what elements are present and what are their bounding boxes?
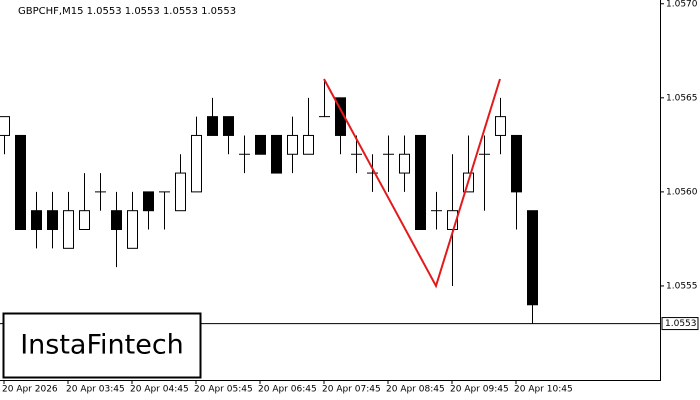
x-tick-label: 20 Apr 08:45 [386, 385, 445, 395]
current-price-box [661, 317, 699, 331]
candle-body [111, 210, 122, 231]
candle-body [47, 210, 58, 231]
candle-body [15, 134, 26, 231]
y-tick-label: 1.0555 [666, 281, 698, 291]
candle-body [527, 210, 538, 306]
candle-body [223, 116, 234, 136]
x-tick-label: 20 Apr 06:45 [258, 385, 317, 395]
candle-body [287, 134, 298, 155]
candle-body [191, 134, 202, 193]
candle-body [207, 116, 218, 136]
x-tick-label: 20 Apr 03:45 [66, 385, 125, 395]
candle-body [495, 116, 506, 136]
candle-body [175, 172, 186, 212]
logo-box [2, 312, 202, 379]
candle-body [511, 134, 522, 193]
current-price-label: 1.0553 [665, 319, 697, 329]
x-tick-label: 20 Apr 04:45 [130, 385, 189, 395]
candle-body [0, 116, 10, 136]
x-tick-label: 20 Apr 05:45 [194, 385, 253, 395]
candle-body [303, 134, 314, 155]
candle-body [271, 134, 282, 174]
candle-body [63, 210, 74, 249]
chart-title: GBPCHF,M15 1.0553 1.0553 1.0553 1.0553 [18, 6, 236, 17]
y-tick-label: 1.0565 [666, 93, 698, 103]
candle-body [255, 134, 266, 155]
pattern-line [323, 78, 501, 289]
candle-body [399, 153, 410, 174]
logo: InstaFintech [20, 330, 184, 361]
x-tick-label: 20 Apr 2026 [2, 385, 58, 395]
y-tick-label: 1.0570 [666, 0, 698, 9]
candle-body [79, 210, 90, 231]
candle-body [415, 134, 426, 231]
candle-body [143, 191, 154, 212]
candle-body [31, 210, 42, 231]
y-tick-label: 1.0560 [666, 187, 698, 197]
x-tick-label: 20 Apr 09:45 [450, 385, 509, 395]
x-tick-label: 20 Apr 07:45 [322, 385, 381, 395]
candle-body [127, 210, 138, 249]
x-tick-label: 20 Apr 10:45 [514, 385, 573, 395]
